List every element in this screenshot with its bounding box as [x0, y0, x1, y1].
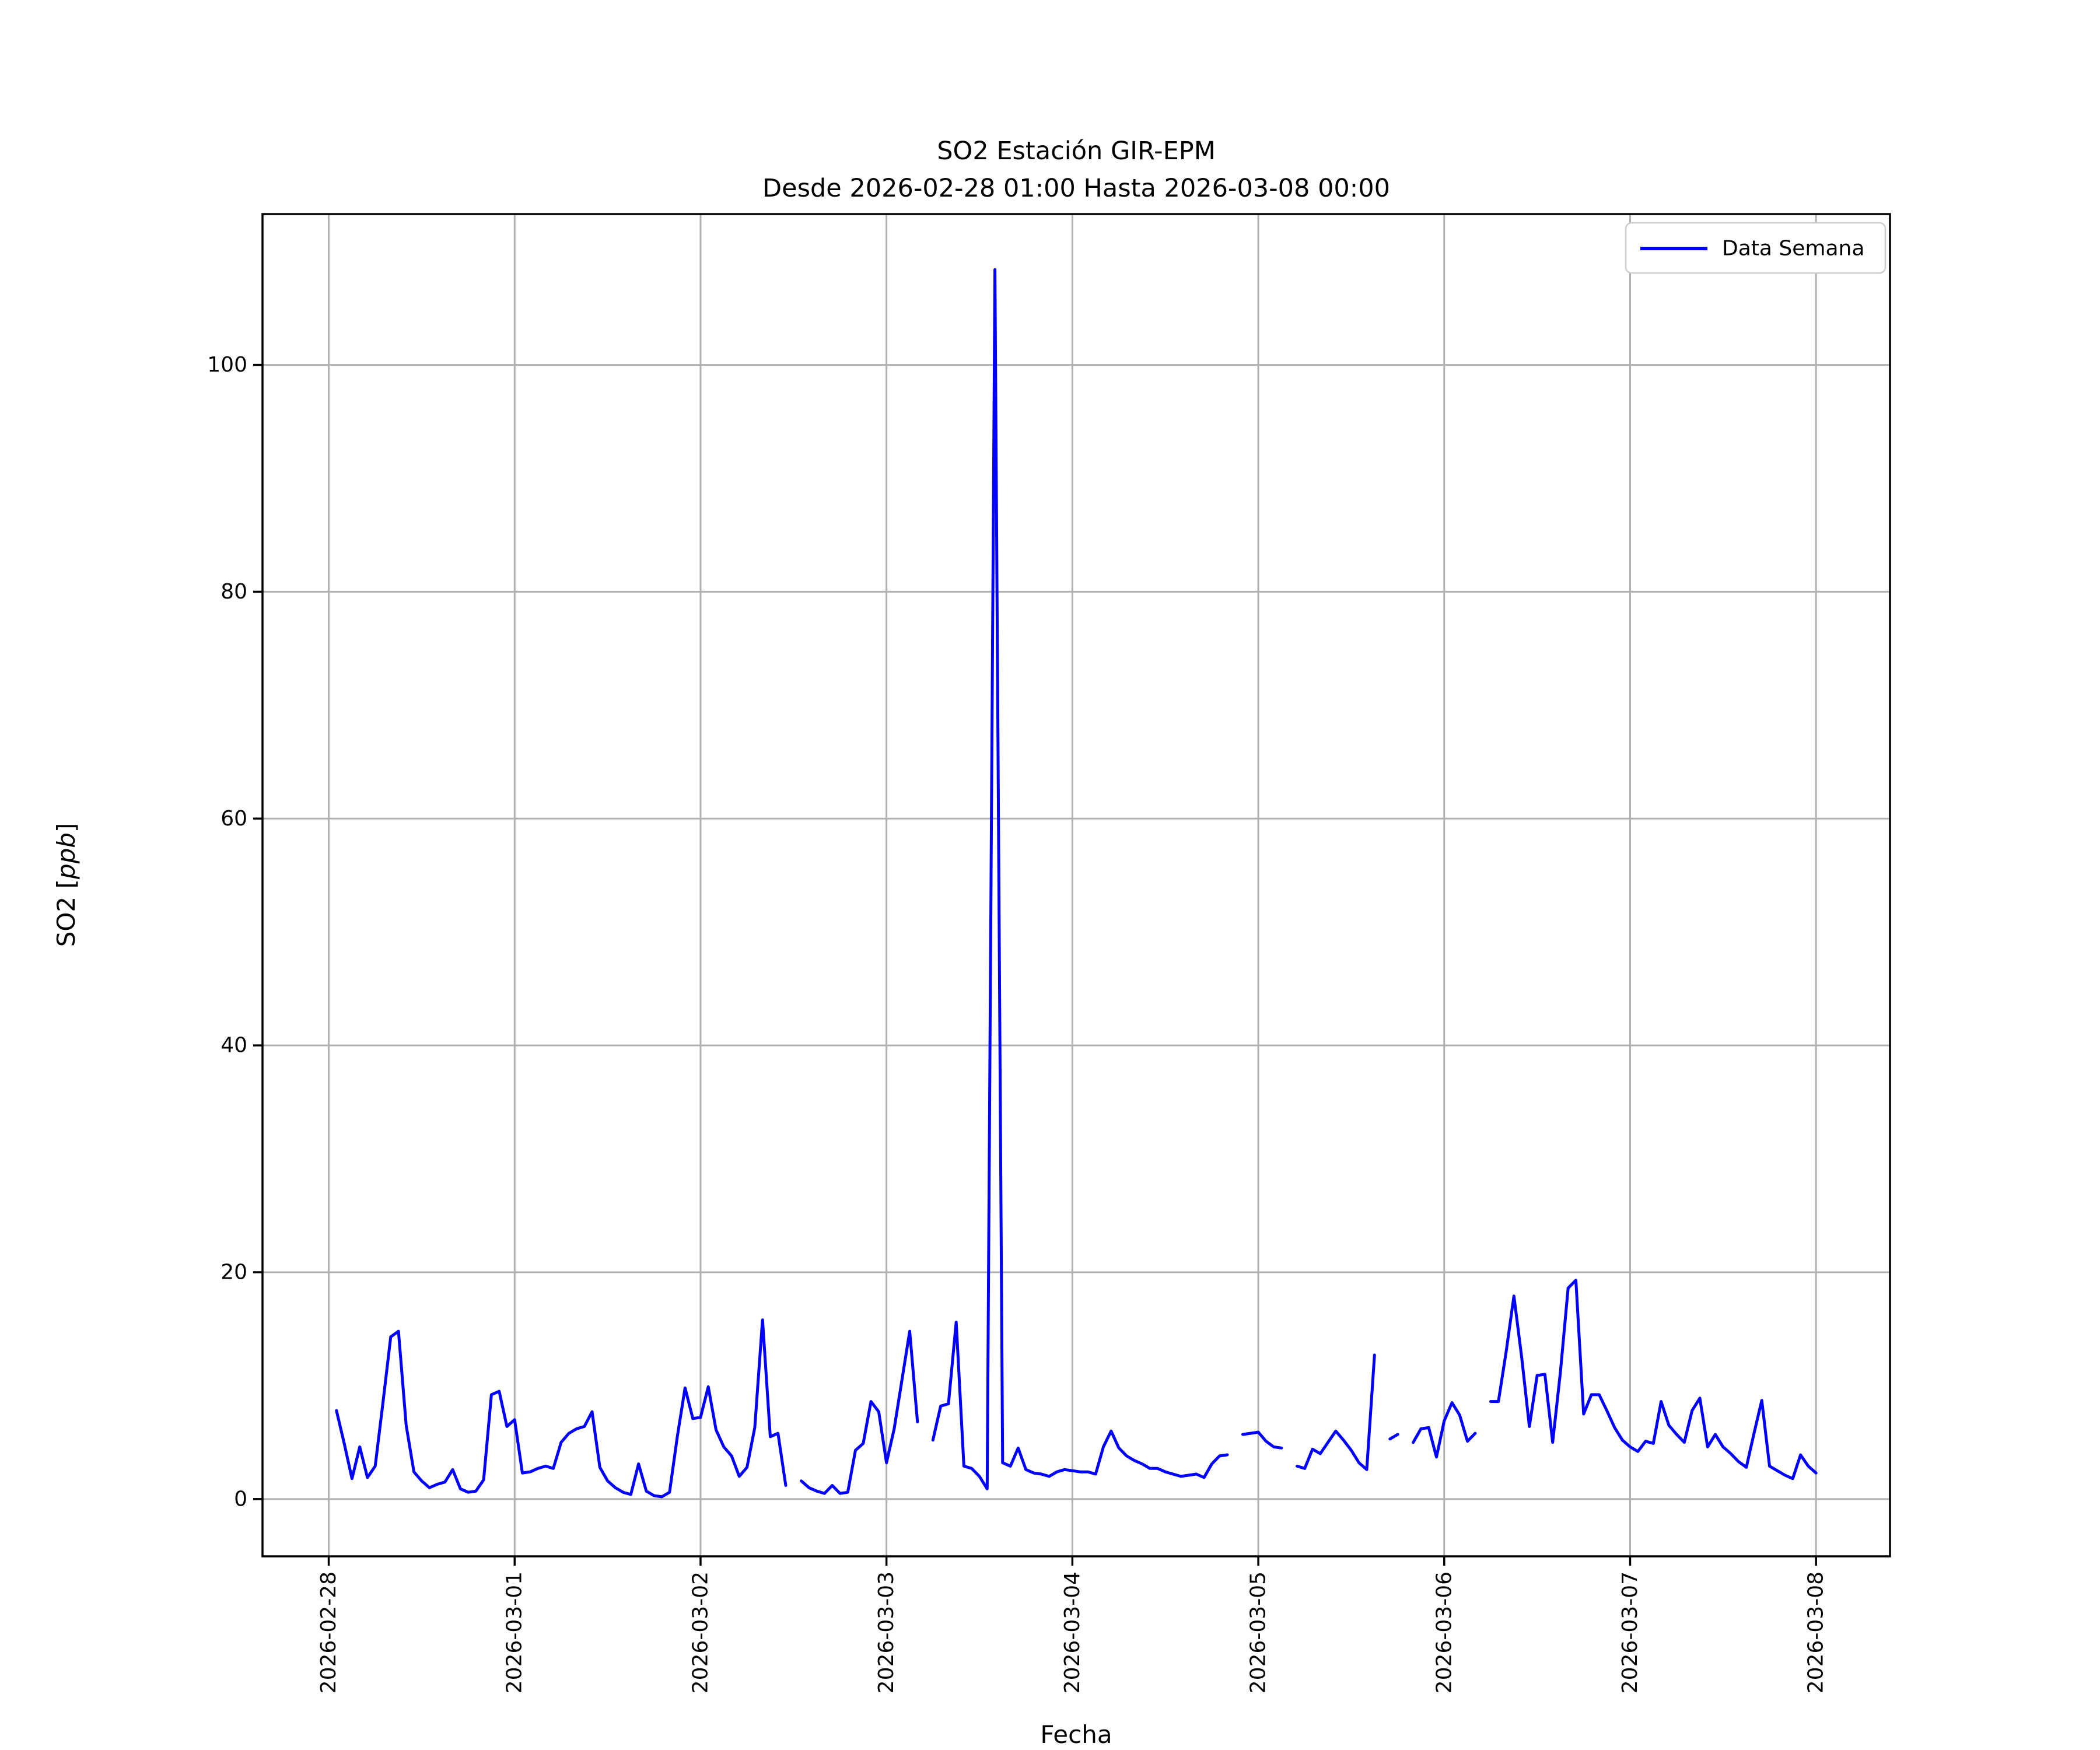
- x-tick-label: 2026-03-04: [1060, 1572, 1084, 1693]
- axes-layer: 2026-02-28 2026-03-01 2026-03-02 2026-03-03…: [207, 213, 1891, 1693]
- x-tick-label: 2026-03-05: [1247, 1572, 1270, 1693]
- y-tick-label: 100: [207, 353, 247, 377]
- x-tick-label: 2026-03-01: [503, 1572, 527, 1693]
- chart-title: SO2 Estación GIR-EPM: [937, 136, 1216, 166]
- y-tick-label: 20: [220, 1260, 247, 1284]
- x-tick-label: 2026-03-07: [1618, 1572, 1642, 1693]
- y-tick-label: 60: [220, 807, 247, 831]
- y-tick-label: 80: [220, 580, 247, 604]
- x-tick-label: 2026-02-28: [317, 1572, 341, 1693]
- y-tick-label: 40: [220, 1034, 247, 1058]
- legend-box: [1625, 222, 1887, 274]
- x-tick-label: 2026-03-03: [874, 1572, 898, 1693]
- x-tick-label: 2026-03-02: [688, 1572, 712, 1693]
- grid-layer: [262, 214, 1890, 1556]
- y-axis-label-prefix: SO2 [: [52, 879, 80, 947]
- y-axis-label: SO2 [ppb]: [52, 823, 80, 947]
- legend-label: Data Semana: [1722, 237, 1864, 261]
- y-axis-label-suffix: ]: [52, 823, 80, 832]
- x-tick-label: 2026-03-06: [1432, 1572, 1456, 1693]
- data-series-line: [335, 268, 1818, 1499]
- y-axis-label-units: ppb: [52, 832, 80, 880]
- series-layer: [335, 268, 1818, 1499]
- x-tick-label: 2026-03-08: [1804, 1572, 1828, 1693]
- plot-border: [261, 213, 1891, 1558]
- chart-subtitle: Desde 2026-02-28 01:00 Hasta 2026-03-08 …: [762, 174, 1390, 203]
- x-axis-label: Fecha: [1040, 1720, 1112, 1749]
- y-tick-label: 0: [234, 1487, 247, 1511]
- legend: Data Semana: [1625, 222, 1887, 274]
